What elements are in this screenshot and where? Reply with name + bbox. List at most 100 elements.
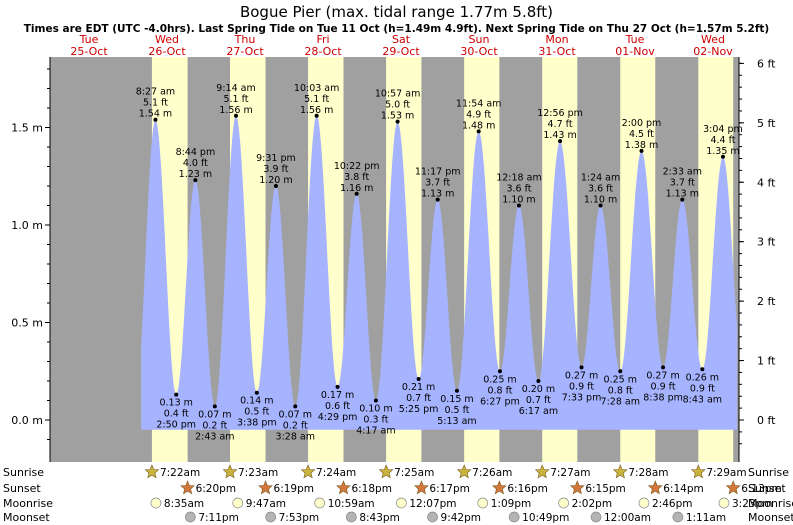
tide-point	[212, 404, 217, 409]
tide-point	[273, 184, 278, 188]
tide-feet-label: 0.2 ft	[202, 420, 227, 431]
y-left-tick-label: 1.5 m	[11, 122, 43, 135]
tide-time-label: 6:27 pm	[480, 396, 520, 407]
day-header-date: 30-Oct	[460, 45, 498, 58]
tide-height-label: 0.15 m	[440, 394, 473, 405]
sunset-time: 6:17pm	[429, 483, 469, 495]
sunrise-time: 7:26am	[472, 467, 512, 479]
sunset-icon	[414, 480, 429, 495]
sunset-icon	[569, 480, 585, 495]
moonset-time: 7:53pm	[279, 512, 319, 524]
tide-height-label: 0.07 m	[198, 409, 231, 420]
tide-height-label: 0.07 m	[279, 409, 312, 420]
y-left-tick-label: 0.0 m	[11, 414, 43, 427]
sunset-icon	[336, 480, 351, 495]
row-label-left: Moonset	[3, 511, 50, 524]
sunrise-icon	[456, 464, 472, 479]
tide-curve	[141, 115, 738, 430]
tide-point	[254, 390, 259, 395]
tide-time-label: 9:14 am	[216, 83, 255, 94]
tide-point	[579, 365, 584, 370]
tide-time-label: 1:24 am	[581, 173, 620, 184]
row-label-left: Sunrise	[3, 466, 44, 479]
tide-point	[661, 365, 666, 370]
tide-point	[234, 113, 239, 118]
day-header-date: 01-Nov	[615, 45, 655, 58]
tide-height-label: 0.20 m	[522, 384, 555, 395]
tide-height-label: 1.35 m	[706, 146, 739, 157]
sunrise-time: 7:28am	[628, 467, 668, 479]
y-right-tick-label: 1 ft	[757, 355, 776, 368]
y-left-tick-label: 0.5 m	[11, 317, 43, 330]
tide-height-label: 1.23 m	[179, 169, 212, 180]
sunrise-icon	[300, 464, 316, 479]
tide-time-label: 2:33 am	[663, 167, 702, 178]
moonrise-time: 1:09pm	[491, 498, 531, 510]
tide-height-label: 1.20 m	[259, 175, 292, 186]
sunrise-icon	[612, 464, 628, 479]
plot-area: 8:27 am5.1 ft1.54 m0.13 m0.4 ft2:50 pm8:…	[50, 57, 743, 462]
tide-height-label: 1.54 m	[139, 109, 172, 120]
tide-feet-label: 4.9 ft	[466, 109, 491, 120]
tide-point	[700, 367, 705, 372]
day-header-date: 02-Nov	[693, 45, 733, 58]
tide-height-label: 1.13 m	[666, 189, 699, 200]
tide-time-label: 12:18 am	[496, 173, 541, 184]
sunset-time: 6:20pm	[196, 483, 236, 495]
moonset-time: 7:11pm	[198, 512, 238, 524]
day-header-dow: Wed	[701, 33, 725, 46]
y-right-tick-label: 3 ft	[757, 236, 776, 249]
tide-time-label: 5:13 am	[437, 416, 476, 427]
tide-time-label: 11:17 pm	[415, 167, 461, 178]
tide-point	[373, 398, 378, 403]
moonrise-time: 8:35am	[164, 498, 204, 510]
day-header-dow: Tue	[625, 33, 645, 46]
sunset-time: 6:16pm	[507, 483, 547, 495]
sunset-icon	[725, 480, 741, 495]
moonrise-time: 9:47am	[246, 498, 286, 510]
tide-height-label: 0.14 m	[240, 396, 273, 407]
tide-feet-label: 0.5 ft	[244, 407, 269, 418]
tide-feet-label: 4.7 ft	[548, 119, 573, 130]
tide-time-label: 10:03 am	[294, 83, 339, 94]
day-header-date: 27-Oct	[226, 45, 264, 58]
tide-point	[335, 384, 340, 389]
tide-time-label: 10:22 pm	[334, 161, 380, 172]
row-label-right: Moonset	[748, 511, 793, 524]
day-header-dow: Mon	[545, 33, 568, 46]
row-label-right: Sunset	[748, 482, 786, 495]
tide-feet-label: 0.2 ft	[283, 420, 308, 431]
y-left-tick-label: 1.0 m	[11, 219, 43, 232]
sunrise-icon	[222, 464, 238, 479]
sunset-time: 6:19pm	[274, 483, 314, 495]
tide-feet-label: 3.8 ft	[344, 172, 369, 183]
tide-height-label: 1.56 m	[300, 105, 333, 116]
tide-height-label: 0.25 m	[604, 374, 637, 385]
sunset-icon	[647, 480, 663, 495]
y-right-tick-label: 6 ft	[757, 57, 776, 70]
tide-time-label: 4:29 pm	[318, 412, 358, 423]
tide-point	[416, 377, 421, 382]
tide-time-label: 5:25 pm	[399, 404, 439, 415]
tide-feet-label: 4.4 ft	[710, 135, 735, 146]
tide-feet-label: 5.1 ft	[304, 94, 329, 105]
moonrise-icon	[150, 497, 162, 509]
sunrise-time: 7:27am	[550, 467, 590, 479]
row-label-left: Moonrise	[3, 497, 53, 510]
tide-feet-label: 0.4 ft	[164, 409, 189, 420]
tide-feet-label: 3.6 ft	[588, 184, 613, 195]
tide-time-label: 10:57 am	[375, 89, 420, 100]
tide-point	[680, 197, 685, 202]
tide-feet-label: 4.5 ft	[629, 129, 654, 140]
moonrise-icon	[638, 497, 650, 509]
sunset-icon	[491, 480, 507, 495]
row-label-left: Sunset	[3, 482, 41, 495]
sunrise-time: 7:25am	[394, 467, 434, 479]
moonset-time: 12:00am	[604, 512, 651, 524]
moonset-icon	[672, 511, 684, 523]
tide-height-label: 1.43 m	[543, 130, 576, 141]
tide-point	[314, 113, 319, 118]
tide-height-label: 0.10 m	[359, 404, 392, 415]
day-header-date: 29-Oct	[382, 45, 420, 58]
sunrise-icon	[378, 464, 394, 479]
